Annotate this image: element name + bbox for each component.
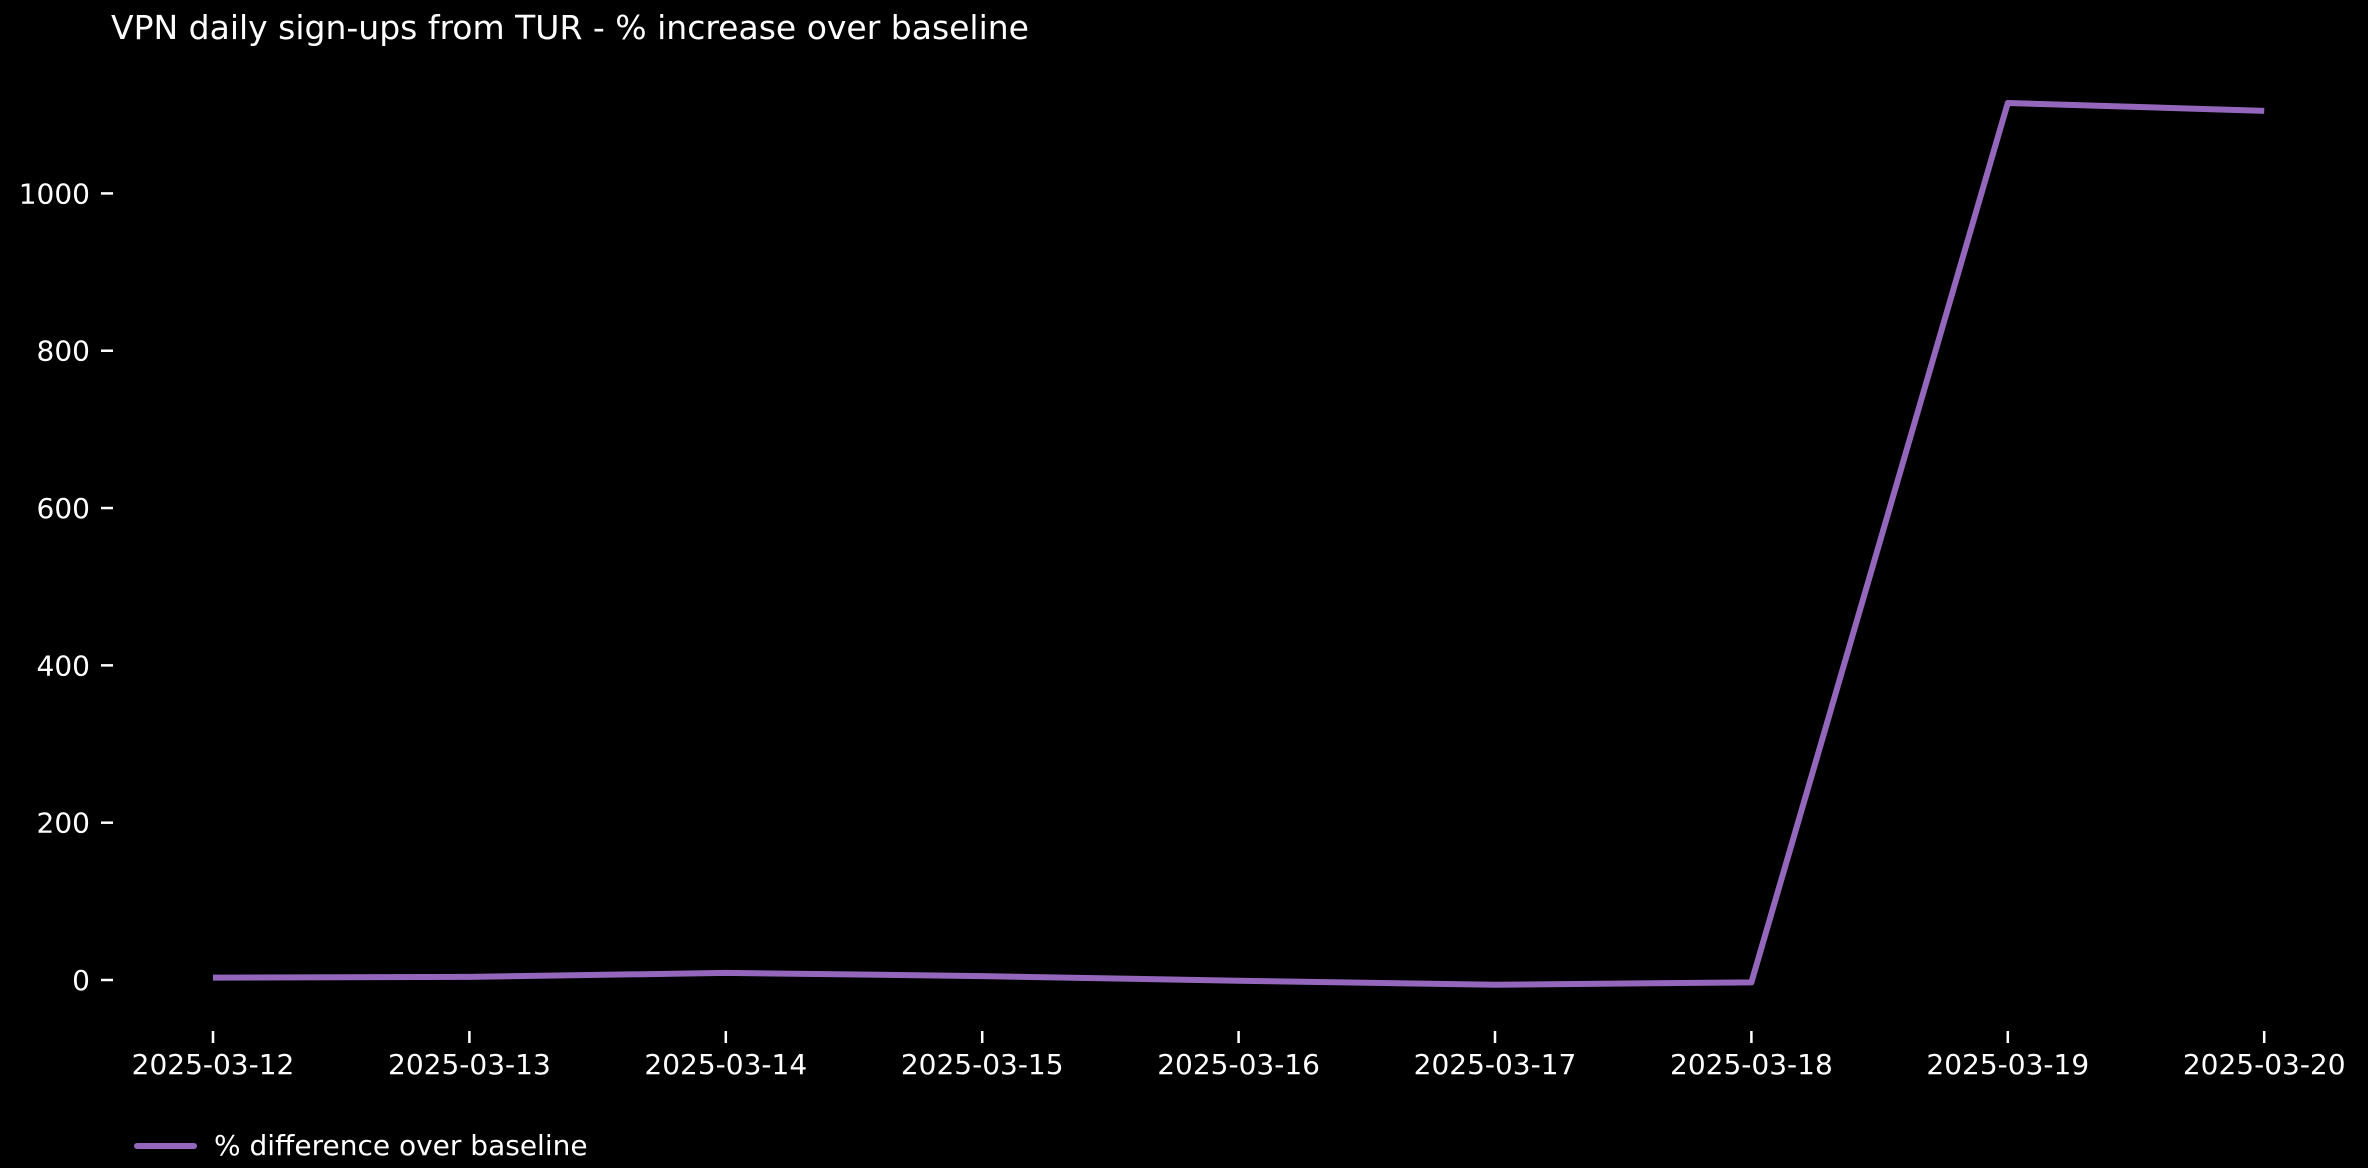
y-tick-label: 200 [37,807,90,840]
series-line [212,99,2265,988]
y-tick-label: 1000 [19,177,90,210]
legend: % difference over baseline [134,1129,588,1163]
y-tick-label: 600 [37,492,90,525]
x-tick-label: 2025-03-16 [1157,1048,1320,1081]
legend-line-swatch [134,1142,197,1149]
legend-label: % difference over baseline [214,1129,588,1162]
y-tick-label: 0 [72,964,90,997]
x-tick-label: 2025-03-14 [644,1048,807,1081]
x-tick-label: 2025-03-13 [388,1048,551,1081]
y-tick-label: 800 [37,335,90,368]
x-tick-label: 2025-03-20 [2183,1048,2346,1081]
x-tick-label: 2025-03-15 [901,1048,1064,1081]
x-axis-ticks: 2025-03-12 2025-03-13 2025-03-14 2025-03-15… [132,1031,2346,1081]
x-tick-label: 2025-03-17 [1414,1048,1577,1081]
y-axis-ticks: 0 200 400 600 800 1000 [19,177,113,997]
y-tick-label: 400 [37,649,90,682]
chart-title: VPN daily sign-ups from TUR - % increase… [111,8,1029,47]
x-tick-label: 2025-03-18 [1670,1048,1833,1081]
x-tick-label: 2025-03-12 [132,1048,295,1081]
x-tick-label: 2025-03-19 [1926,1048,2089,1081]
